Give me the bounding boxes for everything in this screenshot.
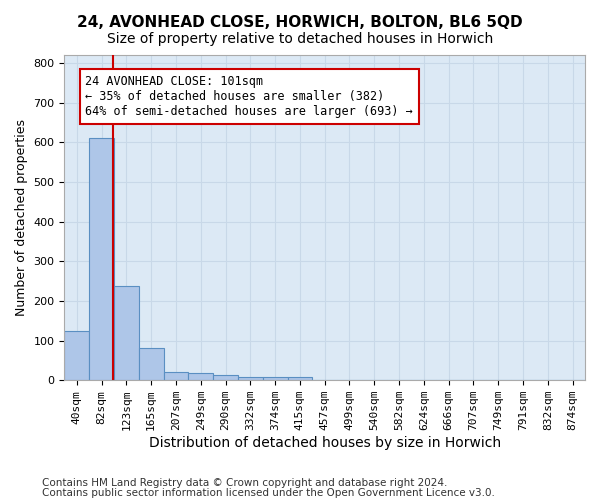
- Bar: [114, 286, 139, 380]
- Bar: [64, 330, 89, 380]
- Bar: [287, 377, 313, 380]
- Text: Contains HM Land Registry data © Crown copyright and database right 2024.: Contains HM Land Registry data © Crown c…: [42, 478, 448, 488]
- Bar: [213, 376, 238, 380]
- Text: Contains public sector information licensed under the Open Government Licence v3: Contains public sector information licen…: [42, 488, 495, 498]
- Bar: [139, 348, 164, 380]
- Bar: [89, 138, 114, 380]
- Y-axis label: Number of detached properties: Number of detached properties: [15, 119, 28, 316]
- Bar: [238, 378, 263, 380]
- Text: 24 AVONHEAD CLOSE: 101sqm
← 35% of detached houses are smaller (382)
64% of semi: 24 AVONHEAD CLOSE: 101sqm ← 35% of detac…: [85, 75, 413, 118]
- X-axis label: Distribution of detached houses by size in Horwich: Distribution of detached houses by size …: [149, 436, 501, 450]
- Bar: [188, 373, 213, 380]
- Bar: [164, 372, 188, 380]
- Text: Size of property relative to detached houses in Horwich: Size of property relative to detached ho…: [107, 32, 493, 46]
- Bar: [263, 378, 287, 380]
- Text: 24, AVONHEAD CLOSE, HORWICH, BOLTON, BL6 5QD: 24, AVONHEAD CLOSE, HORWICH, BOLTON, BL6…: [77, 15, 523, 30]
